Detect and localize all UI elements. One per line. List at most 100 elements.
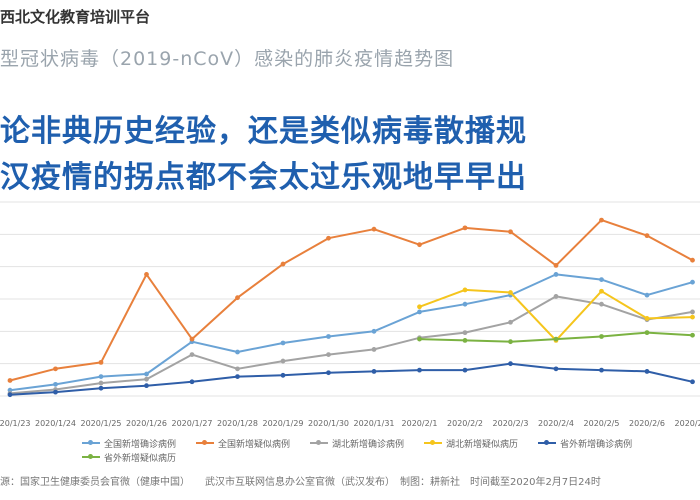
data-point [98, 385, 104, 391]
watermark-text: 西北文化教育培训平台 [0, 8, 151, 26]
series-line [9, 295, 693, 395]
trend-line-chart: 2020/1/23 2020/1/24 2020/1/25 2020/1/26 2020… [0, 201, 700, 428]
x-tick-label: 2020/1/31 [353, 419, 394, 428]
x-tick-label: 2020/2/1 [402, 419, 438, 428]
series-5 [7, 361, 695, 398]
data-point [690, 379, 695, 385]
headline-line-2: 汉疫情的拐点都不会太过乐观地早早出 [0, 160, 527, 195]
legend-swatch [82, 454, 100, 459]
series-line [9, 219, 693, 382]
data-point [53, 366, 58, 372]
data-point [98, 359, 104, 365]
data-point [7, 392, 13, 398]
legend-label: 全国新增疑似病例 [218, 439, 291, 450]
data-point [417, 304, 422, 310]
data-point [553, 366, 559, 372]
data-point [417, 242, 422, 248]
data-point [599, 288, 604, 294]
data-point [371, 369, 377, 374]
data-point [144, 371, 149, 377]
data-point [690, 279, 695, 285]
x-tick-label: 2020/1/28 [217, 419, 258, 428]
data-point [235, 349, 240, 355]
x-tick-label: 2020/2/6 [629, 419, 665, 428]
data-point [644, 233, 650, 239]
data-point [144, 272, 149, 277]
x-tick-label: 2020/1/26 [126, 419, 167, 428]
data-point [553, 262, 559, 268]
series-line [9, 362, 693, 396]
data-point [599, 367, 604, 373]
legend-label: 省外新增确诊病例 [560, 439, 633, 450]
data-point [98, 380, 104, 386]
data-point [644, 292, 650, 298]
data-point [144, 383, 149, 389]
data-point [326, 352, 331, 358]
x-tick-label: 2020/1/27 [171, 419, 212, 428]
data-point [462, 330, 468, 336]
data-point [326, 235, 331, 241]
data-point [235, 366, 240, 372]
data-point [553, 272, 559, 277]
x-tick-label: 2020/1/24 [35, 419, 76, 428]
data-point [553, 336, 559, 342]
legend-entry: 湖北新增确诊病例 [310, 436, 404, 450]
data-point [690, 314, 695, 320]
data-point [690, 257, 695, 263]
data-point [371, 347, 377, 352]
data-point [644, 316, 650, 321]
data-point [690, 332, 695, 338]
source-note: 源：国家卫生健康委员会官微（健康中国） 武汉市互联网信息办公室官微（武汉发布） … [0, 477, 601, 488]
data-point [599, 217, 604, 223]
legend-label: 全国新增确诊病例 [104, 439, 177, 450]
legend-label: 湖北新增疑似病历 [446, 439, 519, 450]
legend-entry: 省外新增疑似病历 [82, 450, 176, 464]
data-point [462, 367, 468, 373]
data-point [280, 340, 286, 346]
data-point [599, 301, 604, 307]
series-6 [417, 330, 695, 345]
legend-entry: 全国新增确诊病例 [82, 436, 176, 450]
data-point [462, 301, 468, 307]
x-tick-label: 2020/2/7 [675, 419, 700, 428]
legend-swatch [424, 440, 443, 445]
legend-label: 湖北新增确诊病例 [332, 439, 405, 450]
x-tick-label: 2020/2/2 [447, 419, 483, 428]
legend-entry: 湖北新增疑似病历 [424, 436, 518, 450]
legend-entry: 省外新增确诊病例 [538, 436, 632, 450]
data-point [462, 225, 468, 231]
data-point [417, 309, 422, 315]
data-point [553, 294, 559, 299]
x-tick-label: 2020/2/3 [493, 419, 529, 428]
chart-subtitle: 型冠状病毒（2019-nCoV）感染的肺炎疫情趋势图 [0, 48, 455, 70]
data-point [7, 378, 13, 383]
x-tick-label: 2020/1/25 [80, 419, 121, 428]
series-2 [7, 217, 695, 383]
data-point [53, 389, 58, 395]
data-point [508, 339, 513, 345]
data-point [690, 309, 695, 315]
data-point [371, 226, 377, 232]
data-point [326, 370, 331, 376]
legend-label: 省外新增疑似病历 [104, 453, 177, 464]
x-tick-label: 2020/2/4 [538, 419, 574, 428]
data-point [462, 337, 468, 343]
data-point [280, 261, 286, 267]
data-point [98, 374, 104, 379]
headline-line-1: 论非典历史经验，还是类似病毒散播规 [0, 114, 527, 149]
x-tick-label: 2020/1/30 [308, 419, 349, 428]
legend-swatch [538, 440, 557, 445]
data-point [189, 352, 195, 358]
data-point [508, 290, 513, 295]
series-line [9, 273, 693, 392]
legend-swatch [310, 440, 329, 445]
data-point [144, 376, 149, 382]
data-point [644, 369, 650, 374]
x-tick-label: 2020/2/5 [584, 419, 620, 428]
data-point [417, 336, 422, 342]
x-tick-label: 2020/1/29 [262, 419, 303, 428]
data-point [235, 295, 240, 301]
data-point [280, 358, 286, 364]
data-point [599, 334, 604, 339]
data-point [508, 361, 513, 367]
